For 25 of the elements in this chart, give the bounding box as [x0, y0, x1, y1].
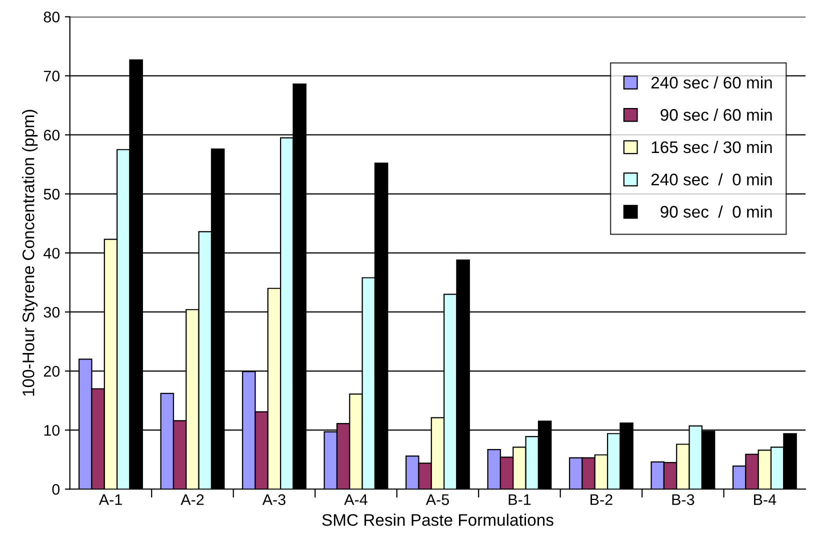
y-tick-label: 50 [44, 188, 60, 200]
x-tick-label: B-3 [672, 494, 694, 506]
y-tick-label: 20 [44, 366, 60, 377]
y-tick-label: 40 [44, 248, 60, 259]
legend-label: 240 sec / 60 min [651, 76, 772, 89]
x-tick-label: A-2 [180, 494, 204, 505]
x-tick-label: B-2 [590, 494, 612, 505]
y-tick-label: 10 [44, 424, 60, 436]
y-tick-label: 80 [44, 12, 60, 22]
legend-label: 165 sec / 30 min [652, 140, 772, 154]
y-tick-label: 30 [44, 306, 60, 318]
x-tick-label: A-3 [262, 494, 286, 506]
legend-label: 240 sec / 0 min [651, 173, 772, 186]
x-tick-label: A-4 [344, 494, 368, 505]
y-tick-label: 70 [44, 70, 60, 82]
y-tick-label: 0 [52, 484, 60, 495]
x-tick-label: B-4 [754, 494, 776, 505]
x-tick-label: A-1 [98, 494, 122, 505]
x-tick-label: B-1 [508, 494, 531, 505]
y-axis-title: 100-Hour Styrene Concentration (ppm) [22, 110, 38, 396]
legend-label: 90 sec / 60 min [660, 108, 772, 121]
y-tick-label: 60 [44, 130, 60, 141]
x-tick-label: A-5 [426, 494, 449, 506]
x-axis-title: SMC Resin Paste Formulations [322, 514, 554, 526]
legend-label: 90 sec / 0 min [660, 205, 772, 218]
